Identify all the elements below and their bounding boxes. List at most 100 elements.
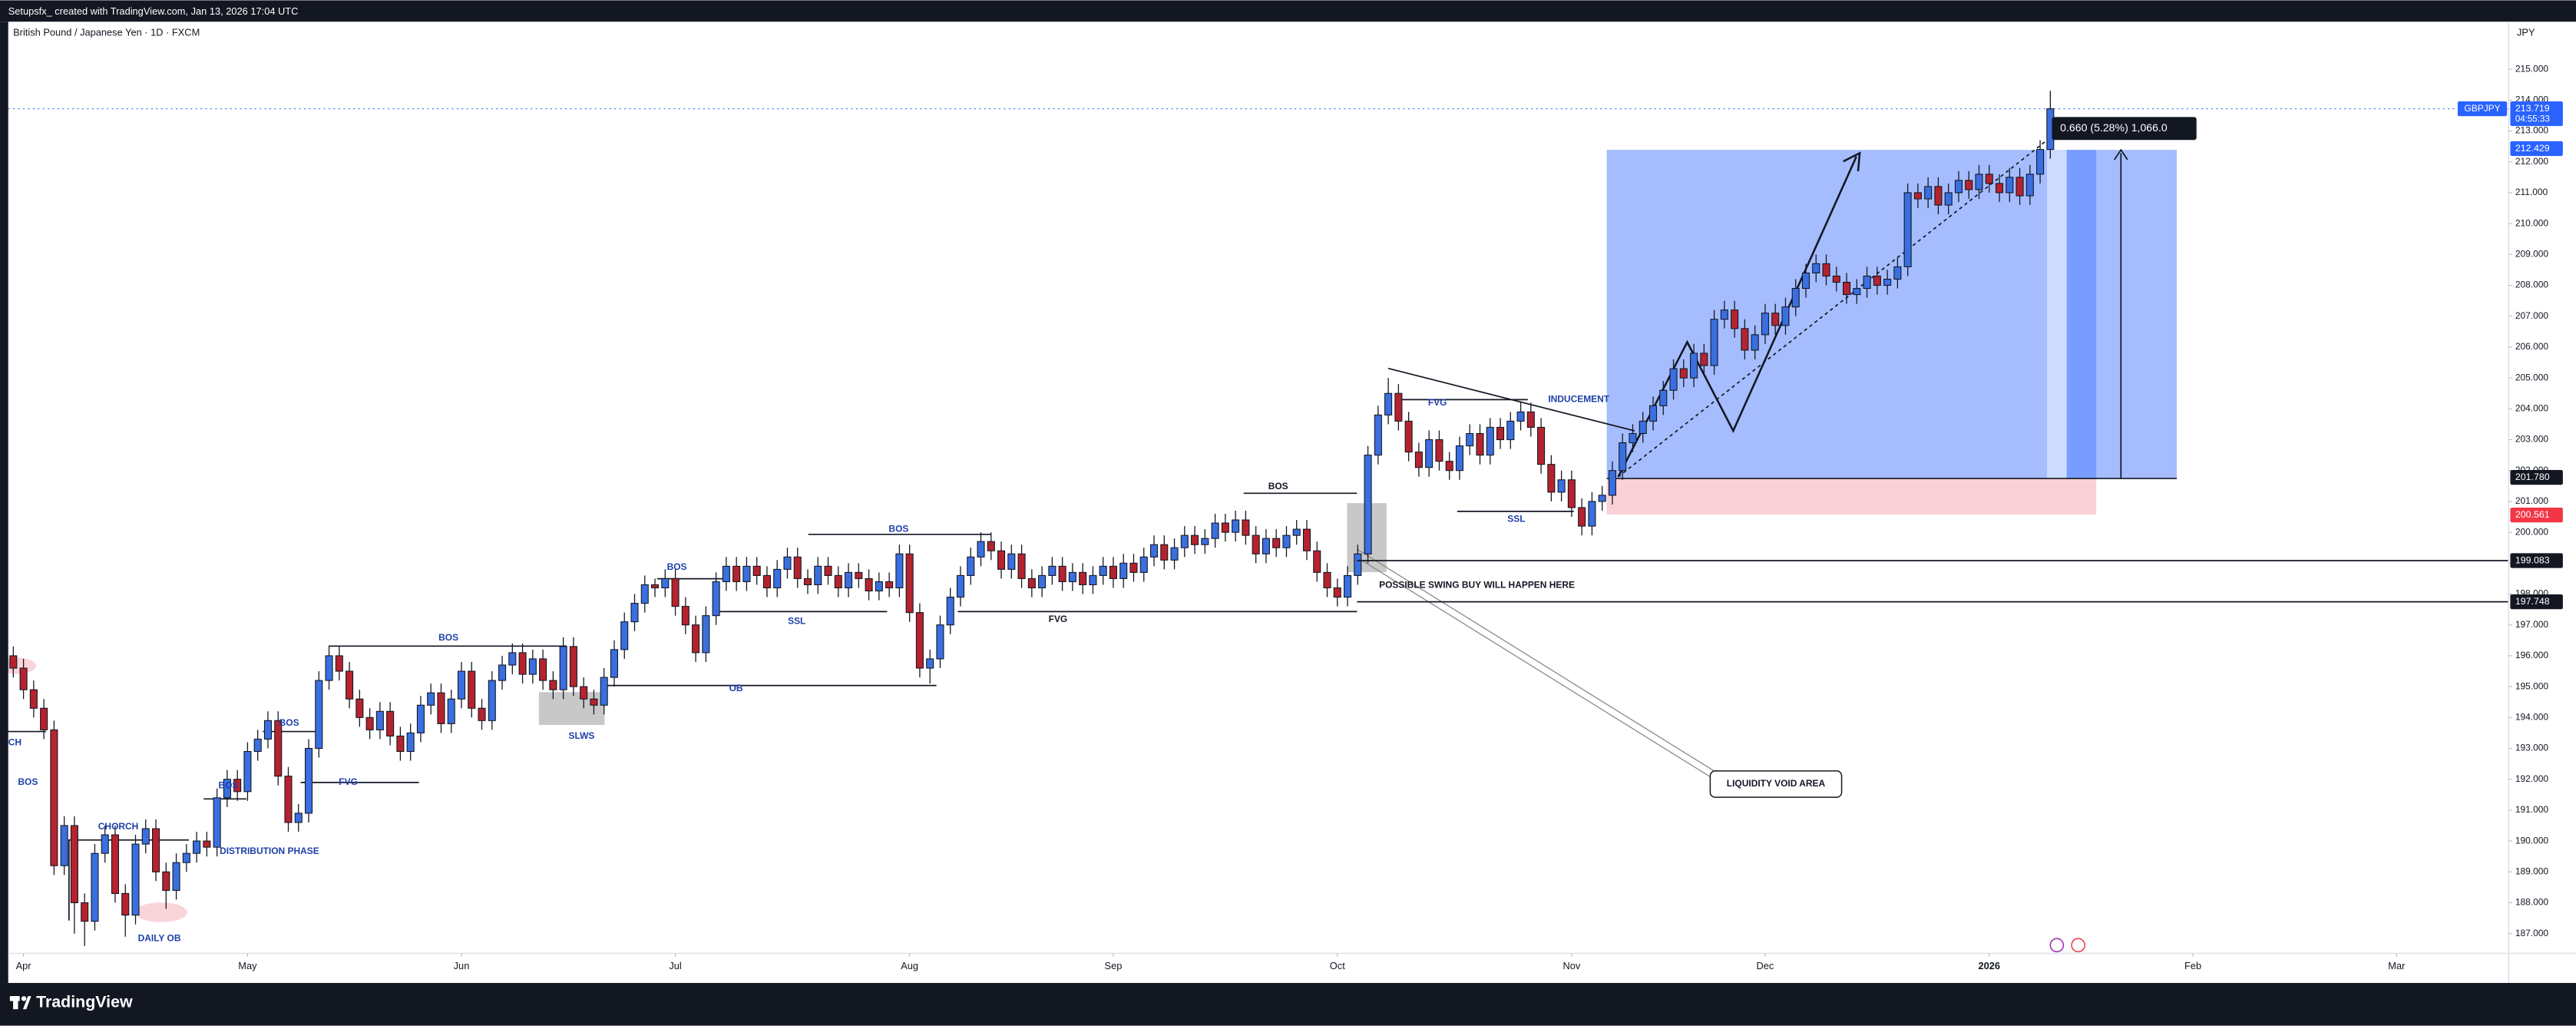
candle-body: [355, 698, 364, 718]
candle-body: [1954, 180, 1963, 194]
candle-body: [325, 655, 333, 681]
y-tick-label: 206.000: [2515, 341, 2549, 352]
candle-body: [1567, 479, 1576, 508]
candle-body: [416, 704, 425, 733]
candle-body: [233, 779, 242, 793]
candle-body: [752, 565, 761, 576]
candle-body: [1252, 535, 1260, 554]
x-tick-label: Mar: [2388, 960, 2406, 971]
annotation: FVG: [1049, 614, 1068, 624]
callout-box: [1709, 770, 1843, 798]
annotation: SLWS: [568, 730, 594, 741]
candle-body: [284, 776, 293, 823]
candle-body: [457, 670, 466, 700]
candle-body: [936, 624, 944, 660]
y-tick-label: 208.000: [2515, 280, 2549, 290]
candle-body: [834, 574, 842, 589]
candle-body: [681, 606, 689, 626]
candle-body: [1659, 389, 1668, 406]
stop-zone: [1606, 478, 2097, 515]
candle-body: [203, 840, 211, 848]
candle-body: [620, 621, 629, 650]
candle-body: [1486, 426, 1494, 456]
candle-body: [274, 720, 283, 777]
candle-body: [1648, 405, 1658, 422]
price-tag-label: 199.083: [2515, 554, 2550, 565]
candle-body: [1822, 263, 1830, 277]
candle-body: [803, 578, 812, 585]
bottom-bar: [0, 982, 2576, 1026]
candle-body: [1619, 442, 1627, 472]
chart-title: British Pound / Japanese Yen · 1D · FXCM: [13, 27, 200, 38]
candle-body: [1109, 565, 1117, 579]
candle-body: [1374, 414, 1382, 456]
candle-body: [559, 646, 567, 690]
price-tag: [2510, 553, 2563, 568]
candle-body: [172, 862, 180, 891]
candle-body: [905, 553, 914, 614]
candle-body: [315, 680, 323, 750]
candle-body: [865, 578, 873, 592]
icon[interactable]: [2071, 938, 2085, 953]
candle-body: [468, 670, 476, 709]
annotation: BOS: [888, 524, 908, 535]
candle-body: [1272, 538, 1281, 548]
candle-body: [1629, 432, 1637, 444]
candle-body: [997, 550, 1006, 570]
candle-body: [946, 597, 954, 626]
annotation: BOS: [438, 632, 458, 643]
candle-body: [1843, 281, 1851, 296]
candle-body: [1007, 553, 1016, 570]
candle-body: [131, 843, 140, 916]
y-tick-label: 213.000: [2515, 125, 2549, 136]
y-tick-label: 211.000: [2515, 187, 2548, 197]
icon[interactable]: [2049, 938, 2065, 953]
candle-body: [1129, 562, 1138, 573]
y-tick-label: 193.000: [2515, 743, 2549, 753]
y-tick-label: 195.000: [2515, 680, 2549, 691]
candle-body: [1262, 538, 1270, 554]
candle-body: [1354, 553, 1362, 576]
candle-body: [294, 813, 303, 823]
candle-body: [2015, 177, 2024, 197]
annotation: FVG: [339, 776, 358, 787]
candle-body: [742, 565, 751, 582]
candle-body: [824, 565, 832, 576]
annotation: DAILY OB: [138, 932, 181, 943]
annotation: OB: [729, 683, 743, 693]
candle-body: [1435, 439, 1443, 462]
annotation: INDUCEMENT: [1548, 394, 1609, 405]
drawings: [0, 108, 2509, 922]
candle-body: [1537, 426, 1546, 465]
last-price-label: 213.719: [2515, 103, 2550, 114]
candles: [9, 91, 2055, 946]
y-tick-label: 190.000: [2515, 835, 2549, 846]
candle-body: [895, 553, 904, 589]
candle-body: [793, 556, 802, 579]
candle-body: [1149, 544, 1159, 558]
x-tick-label: Aug: [901, 960, 918, 971]
candle-body: [1934, 186, 1943, 206]
y-tick-label: 212.000: [2515, 156, 2549, 167]
annotation: SSL: [1507, 514, 1525, 525]
x-tick-label: Dec: [1757, 960, 1774, 971]
y-tick-label: 209.000: [2515, 249, 2549, 260]
candle-body: [1048, 565, 1057, 576]
y-tick-label: 200.000: [2515, 526, 2549, 537]
candle-body: [1812, 263, 1820, 273]
candle-body: [712, 581, 720, 617]
candle-body: [1313, 550, 1321, 573]
callout-line: [1357, 557, 1718, 782]
candle-body: [661, 578, 670, 589]
dotted-trend: [1618, 134, 2055, 478]
candle-body: [111, 834, 120, 894]
candle-body: [60, 825, 68, 866]
position-box: [2052, 117, 2197, 141]
candle-body: [1017, 553, 1026, 579]
candle-body: [1191, 535, 1199, 545]
candle-body: [1893, 266, 1902, 280]
highlight: [134, 902, 187, 922]
candle-body: [1975, 174, 1983, 190]
candle-body: [580, 686, 588, 700]
candle-body: [845, 571, 853, 589]
